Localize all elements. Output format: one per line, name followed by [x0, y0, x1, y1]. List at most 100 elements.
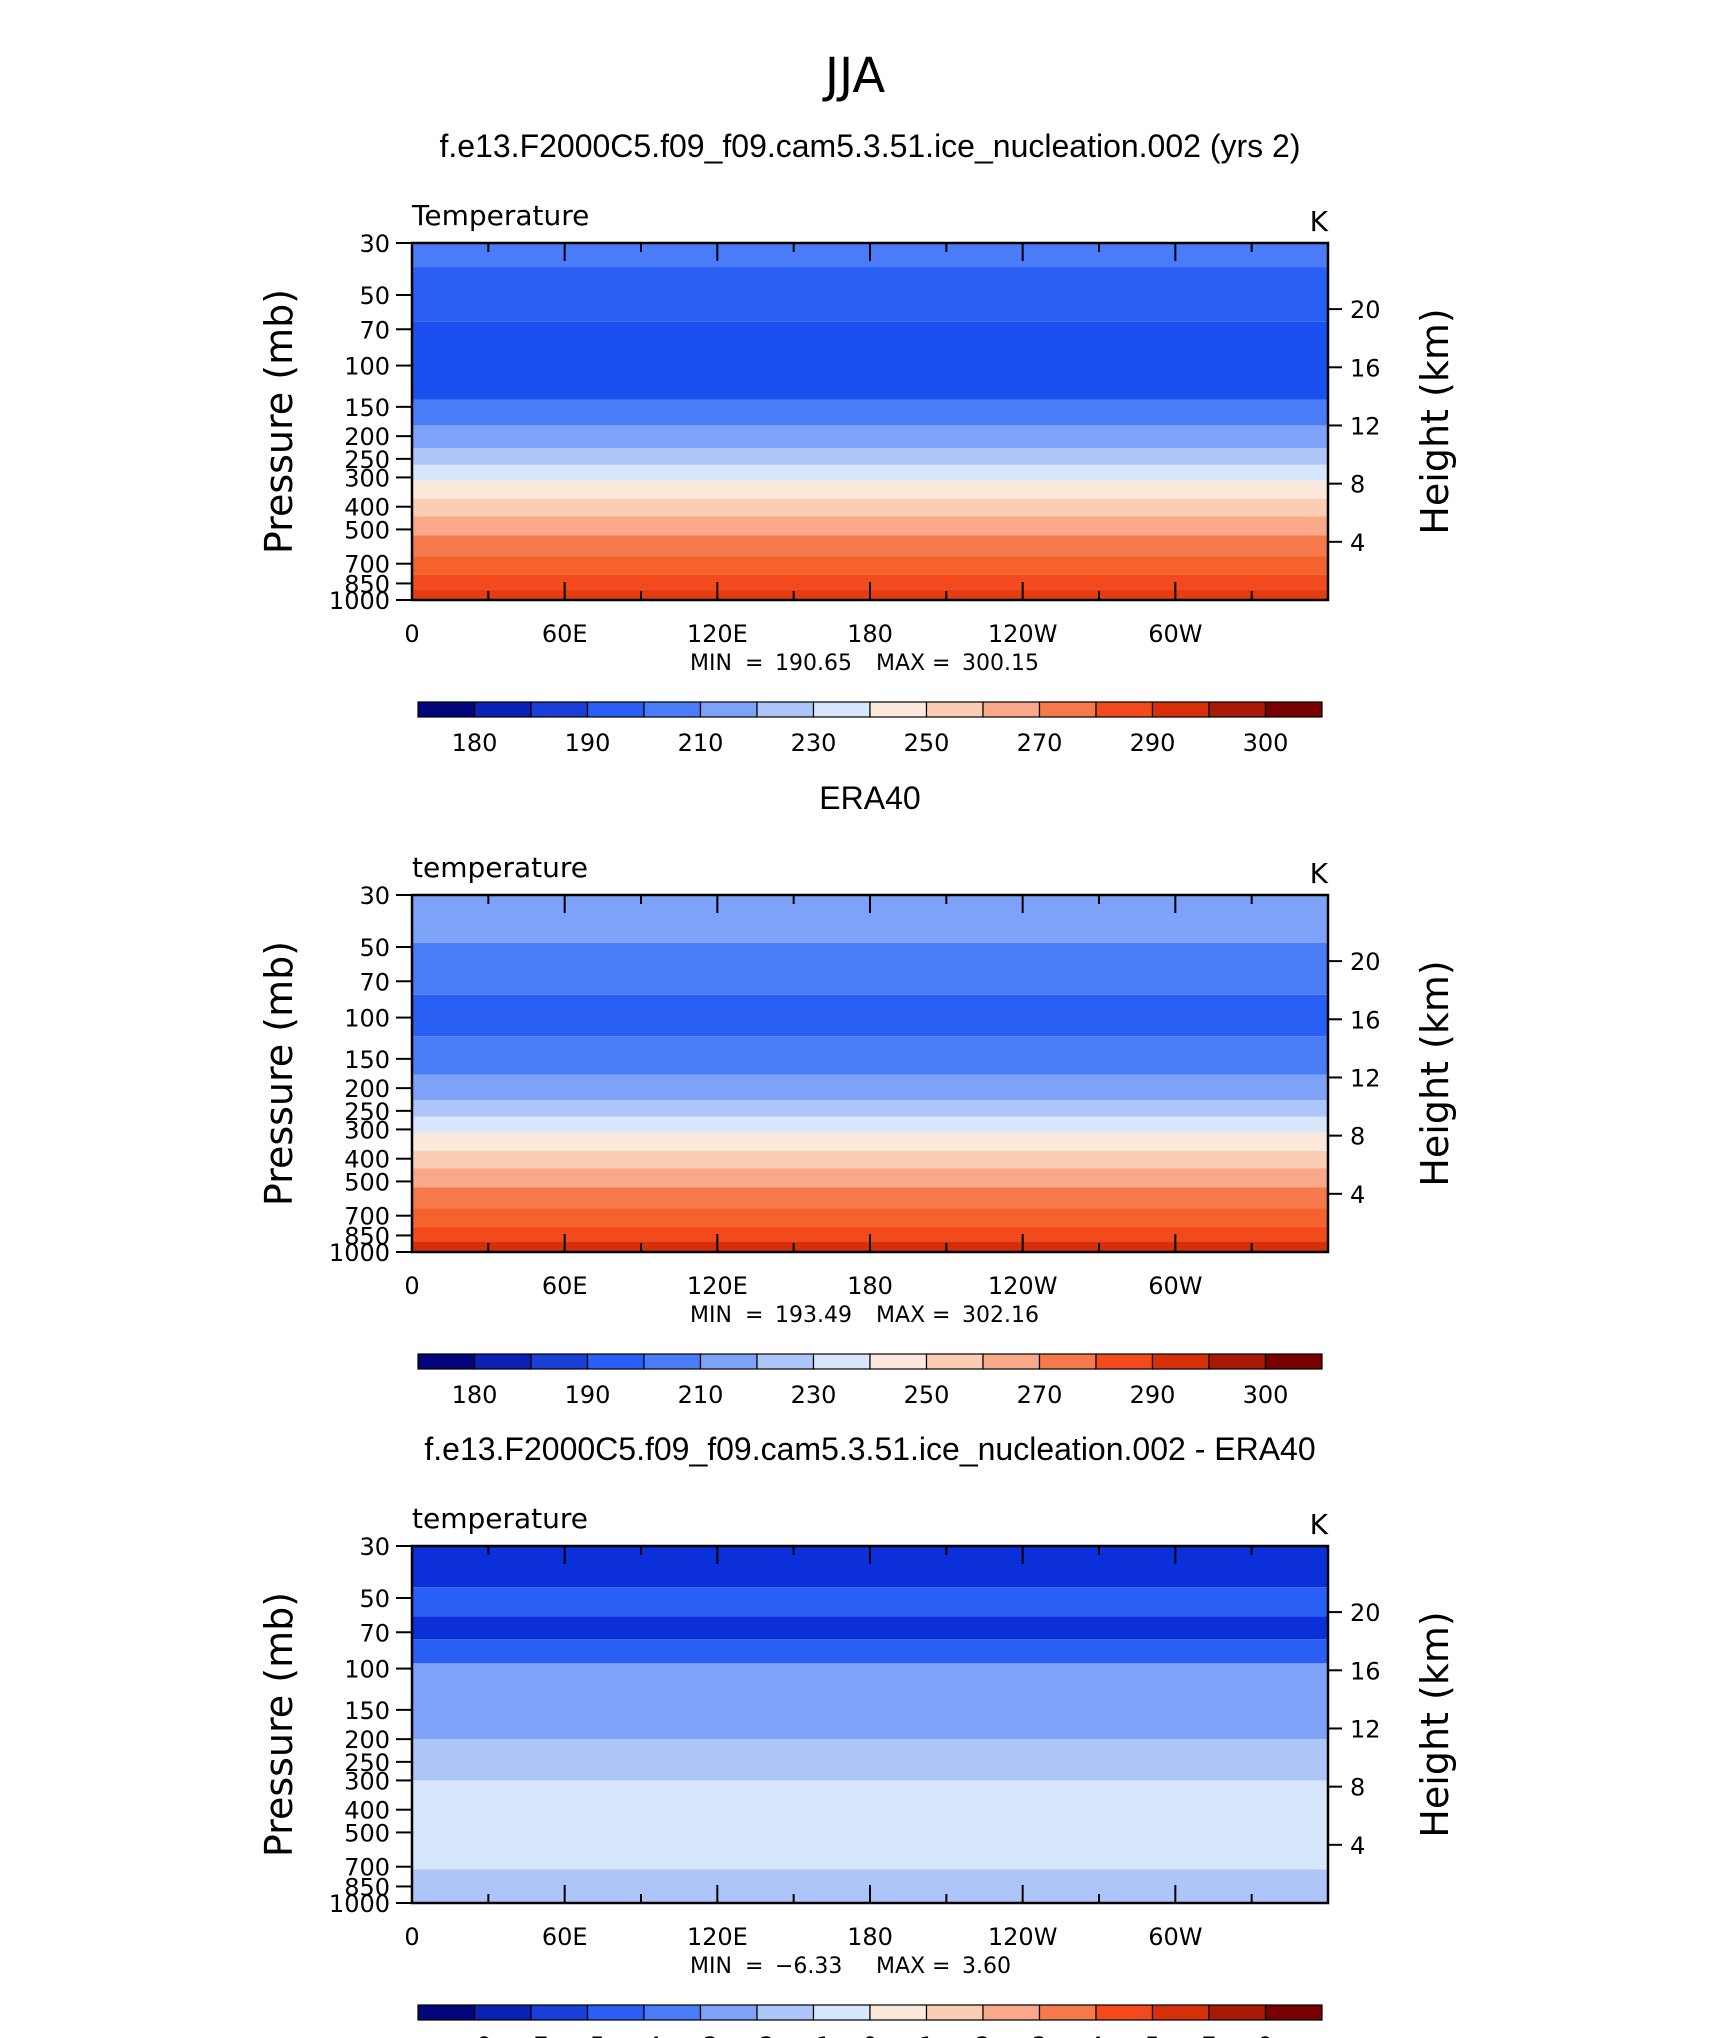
pressure-tick-label: 100	[344, 1656, 390, 1684]
y-axis-label: Pressure (mb)	[257, 289, 301, 554]
colorbar-label: 9	[1258, 2032, 1273, 2038]
min-value: 193.49	[775, 1303, 852, 1328]
colorbar-swatch	[1208, 701, 1267, 718]
colorbar-swatch	[982, 1353, 1041, 1370]
colorbar-swatch	[812, 701, 871, 718]
pressure-tick-label: 300	[344, 1767, 390, 1795]
height-tick-label: 20	[1350, 948, 1381, 976]
y-axis-label: Pressure (mb)	[257, 1592, 301, 1857]
colorbar-swatch	[1095, 701, 1154, 718]
height-tick-label: 20	[1350, 296, 1381, 324]
height-tick-label: 20	[1350, 1599, 1381, 1627]
colorbar-label: −2	[739, 2032, 774, 2038]
min-label: MIN	[690, 1954, 732, 1979]
colorbar-label: 270	[1017, 1381, 1063, 1409]
colorbar-swatch	[417, 1353, 476, 1370]
colorbar-swatch	[1208, 2004, 1267, 2021]
colorbar-label: 230	[791, 1381, 837, 1409]
contour-band	[412, 1226, 1328, 1242]
pressure-tick-label: 500	[344, 1168, 390, 1196]
height-tick-label: 12	[1350, 1715, 1381, 1743]
colorbar-swatch	[530, 2004, 589, 2021]
colorbar-swatch	[473, 2004, 532, 2021]
colorbar-label: −4	[626, 2032, 661, 2038]
colorbar-swatch	[869, 1353, 928, 1370]
x-tick-label: 120W	[988, 620, 1058, 648]
colorbar-swatch	[473, 1353, 532, 1370]
pressure-tick-label: 50	[359, 934, 390, 962]
min-equals: =	[745, 1954, 763, 1979]
contour-band	[412, 574, 1328, 590]
pressure-tick-label: 50	[359, 282, 390, 310]
pressure-tick-label: 250	[344, 1749, 390, 1777]
max-equals: =	[932, 1954, 950, 1979]
contour-band	[412, 498, 1328, 517]
pressure-tick-label: 200	[344, 1726, 390, 1754]
colorbar-swatch	[1151, 701, 1210, 718]
contour-band	[412, 1663, 1328, 1740]
pressure-tick-label: 400	[344, 1797, 390, 1825]
colorbar-swatch	[1264, 701, 1323, 718]
contour-band	[412, 1036, 1328, 1075]
pressure-tick-label: 1000	[329, 1890, 390, 1918]
x-tick-label: 180	[847, 1272, 893, 1300]
colorbar-label: 250	[904, 729, 950, 757]
colorbar-label: 270	[1017, 729, 1063, 757]
max-label: MAX	[876, 1303, 925, 1328]
pressure-tick-label: 1000	[329, 587, 390, 615]
contour-band	[412, 1150, 1328, 1169]
pressure-tick-label: 400	[344, 494, 390, 522]
colorbar-swatch	[586, 2004, 645, 2021]
x-tick-label: 60E	[542, 1272, 588, 1300]
max-equals: =	[932, 651, 950, 676]
colorbar-swatch	[1151, 2004, 1210, 2021]
colorbar-swatch	[812, 2004, 871, 2021]
height-tick-label: 16	[1350, 354, 1381, 382]
pressure-tick-label: 70	[359, 968, 390, 996]
colorbar-label: 180	[452, 729, 498, 757]
max-value: 3.60	[962, 1954, 1011, 1979]
colorbar-swatch	[643, 2004, 702, 2021]
min-value: −6.33	[775, 1954, 842, 1979]
panel-era40: ERA40 temperature K 0 60E 120E 180 120W 60W 30 50 7…	[257, 780, 1457, 1409]
colorbar-swatch	[869, 701, 928, 718]
contour-band	[412, 448, 1328, 465]
pressure-tick-label: 250	[344, 1098, 390, 1126]
min-label: MIN	[690, 651, 732, 676]
colorbar-label: 300	[1243, 1381, 1289, 1409]
contour-band	[412, 1587, 1328, 1617]
colorbar-label: −1	[796, 2032, 831, 2038]
colorbar-swatch	[1038, 701, 1097, 718]
contour-band	[412, 1116, 1328, 1133]
contour-band	[412, 1780, 1328, 1870]
pressure-tick-label: 1000	[329, 1239, 390, 1267]
x-tick-label: 120E	[687, 1272, 748, 1300]
height-tick-label: 16	[1350, 1006, 1381, 1034]
colorbar-swatch	[473, 701, 532, 718]
pressure-tick-label: 250	[344, 446, 390, 474]
contour-band	[412, 464, 1328, 481]
colorbar-swatch	[530, 1353, 589, 1370]
pressure-tick-label: 850	[344, 570, 390, 598]
pressure-tick-label: 30	[359, 230, 390, 258]
colorbar-label: 5	[1145, 2032, 1160, 2038]
colorbar-swatch	[982, 701, 1041, 718]
contour-band	[412, 267, 1328, 322]
panel-difference: f.e13.F2000C5.f09_f09.cam5.3.51.ice_nucl…	[257, 1431, 1457, 2038]
min-label: MIN	[690, 1303, 732, 1328]
colorbar-swatch	[1038, 1353, 1097, 1370]
colorbar-label: 1	[919, 2032, 934, 2038]
height-tick-label: 12	[1350, 1064, 1381, 1092]
contour-band	[412, 1616, 1328, 1640]
colorbar-swatch	[1264, 2004, 1323, 2021]
colorbar-swatch	[699, 701, 758, 718]
colorbar-label: −9	[457, 2032, 492, 2038]
x-tick-label: 0	[404, 620, 419, 648]
contour-band	[412, 321, 1328, 400]
figure-title: JJA	[822, 48, 885, 104]
pressure-tick-label: 700	[344, 551, 390, 579]
y-axis-label: Pressure (mb)	[257, 941, 301, 1206]
units-label: K	[1310, 857, 1329, 890]
panel-model: f.e13.F2000C5.f09_f09.cam5.3.51.ice_nucl…	[257, 128, 1457, 757]
